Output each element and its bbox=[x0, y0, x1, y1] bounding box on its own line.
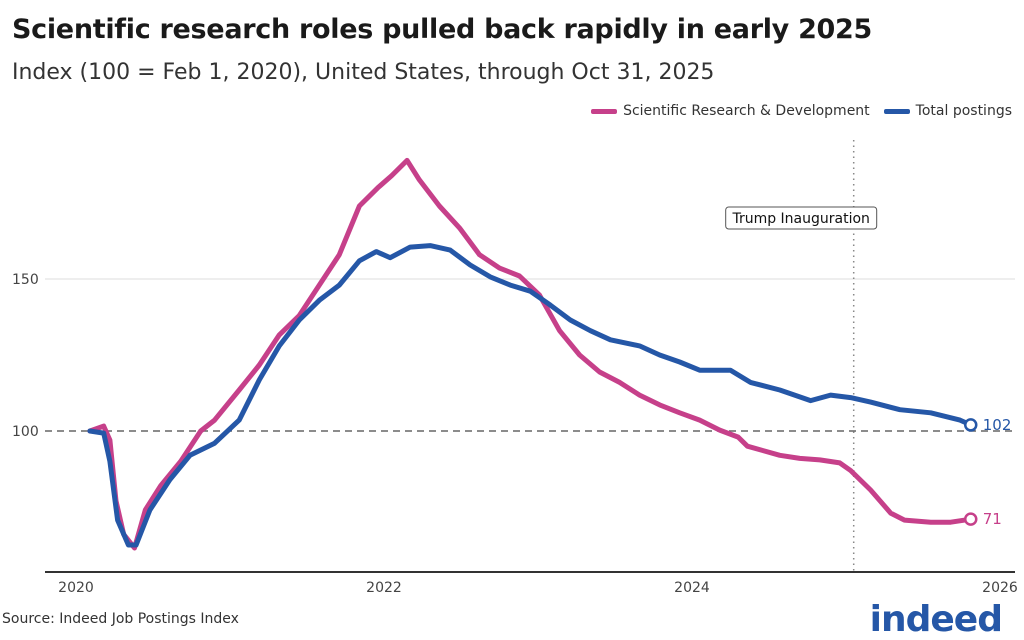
indeed-logo: indeed bbox=[869, 599, 1003, 640]
source-note: Source: Indeed Job Postings Index bbox=[2, 611, 239, 627]
legend-label: Scientific Research & Development bbox=[623, 103, 870, 119]
legend-item-srd: Scientific Research & Development bbox=[591, 102, 870, 120]
series-end-marker bbox=[963, 418, 978, 432]
annotation-label: Trump Inauguration bbox=[731, 211, 869, 227]
x-tick-label: 2022 bbox=[366, 580, 402, 596]
series-line-total bbox=[87, 243, 974, 548]
y-tick-label: 150 bbox=[12, 272, 39, 288]
annotation-box bbox=[725, 206, 878, 230]
series-end-label: 102 bbox=[983, 416, 1012, 434]
series-end-marker bbox=[963, 512, 978, 526]
legend-label: Total postings bbox=[915, 103, 1012, 119]
series-end-label: 71 bbox=[983, 510, 1002, 528]
series-line-srd bbox=[87, 157, 974, 551]
chart-subtitle: Index (100 = Feb 1, 2020), United States… bbox=[12, 60, 715, 85]
y-tick-label: 100 bbox=[12, 424, 39, 440]
legend-swatch bbox=[883, 108, 910, 114]
legend-item-total: Total postings bbox=[883, 102, 1012, 120]
legend: Scientific Research & Development Total … bbox=[591, 102, 1012, 120]
chart-title: Scientific research roles pulled back ra… bbox=[12, 14, 873, 45]
x-tick-label: 2020 bbox=[58, 580, 94, 596]
x-tick-label: 2026 bbox=[982, 580, 1018, 596]
legend-swatch bbox=[591, 108, 618, 114]
x-tick-label: 2024 bbox=[674, 580, 710, 596]
